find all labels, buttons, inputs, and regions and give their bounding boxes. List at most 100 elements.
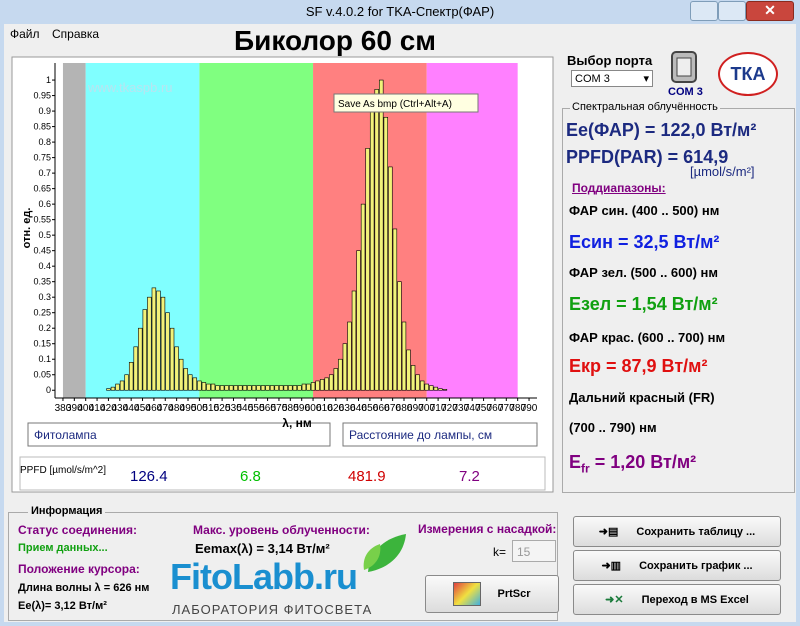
fr-value: Efr = 1,20 Вт/м² (569, 452, 696, 476)
bar (192, 377, 198, 391)
bar (324, 377, 329, 391)
brand-sub: ЛАБОРАТОРИЯ ФИТОСВЕТА (172, 602, 373, 617)
status: Прием данных... (18, 542, 108, 554)
x-tick-label: 450 (134, 403, 151, 414)
bar (106, 388, 111, 391)
bar (365, 148, 370, 391)
port-label: Выбор порта (567, 53, 653, 68)
y-tick-label: 0.8 (38, 137, 51, 147)
port-value: COM 3 (575, 73, 610, 85)
bar (269, 385, 275, 391)
x-tick-label: 530 (225, 403, 242, 414)
bar (238, 385, 243, 391)
spectral-band (313, 63, 427, 398)
bar (310, 382, 316, 391)
x-tick-label: 500 (191, 403, 208, 414)
save-table-button[interactable]: ➜▤ Сохранить таблицу ... (573, 516, 781, 547)
tooltip: Save As bmp (Ctrl+Alt+A) (338, 99, 452, 110)
legend-box (27, 422, 331, 447)
fr-rest: = 1,20 Вт/м² (589, 452, 697, 472)
bar (374, 89, 379, 391)
bar (301, 383, 307, 391)
red-value: Eкр = 87,9 Вт/м² (569, 356, 708, 376)
y-tick-label: 0.55 (33, 215, 51, 225)
bar (429, 385, 434, 391)
bar (351, 290, 357, 391)
x-tick-label: 690 (407, 403, 424, 414)
bar (119, 380, 125, 391)
x-tick-label: 710 (430, 403, 447, 414)
x-tick-label: 390 (66, 403, 83, 414)
x-tick-label: 680 (396, 403, 413, 414)
bar (206, 383, 211, 391)
bar (333, 368, 338, 391)
excel-button[interactable]: ➜✕ Переход в MS Excel (573, 584, 781, 615)
x-tick-label: 760 (487, 403, 504, 414)
spectral-band (62, 63, 86, 398)
ppfd-value: 481.9 (348, 468, 386, 485)
y-tick-label: 0.05 (33, 370, 51, 380)
close-button[interactable]: ✕ (746, 1, 794, 21)
wavelength: Длина волны λ = 626 нм (18, 582, 150, 594)
menu-help[interactable]: Справка (52, 27, 100, 41)
heading: Биколор 60 см (234, 25, 437, 56)
k-input[interactable]: 15 (512, 540, 556, 562)
x-tick-label: 410 (89, 403, 106, 414)
bar (279, 385, 284, 391)
bar (160, 296, 166, 391)
x-tick-label: 700 (418, 403, 435, 414)
bar (260, 385, 266, 391)
y-tick-label: 0.7 (38, 168, 51, 178)
x-tick-label: 420 (100, 403, 117, 414)
ppfd-value: 6.8 (240, 468, 261, 485)
menu-file[interactable]: Файл (10, 27, 40, 41)
bar (401, 321, 407, 391)
status-label: Статус соединения: (18, 523, 137, 537)
maximize-button[interactable] (718, 1, 746, 21)
legend-label: Расстояние до лампы, см (349, 428, 492, 442)
button-label: Переход в MS Excel (641, 593, 749, 606)
save-graph-button[interactable]: ➜▥ Сохранить график ... (573, 550, 781, 581)
bar (174, 346, 179, 391)
info-title: Информация (28, 505, 106, 517)
x-tick-label: 660 (373, 403, 390, 414)
title-bar: SF v.4.0.2 for TKA-Спектр(ФАР) ✕ (0, 0, 800, 24)
fr-e: E (569, 452, 582, 472)
max-value: Eemax(λ) = 3,14 Вт/м² (195, 541, 330, 556)
x-tick-label: 520 (214, 403, 231, 414)
port-select[interactable]: COM 3 ▾ (571, 70, 653, 87)
bar (215, 385, 220, 391)
y-tick-label: 0.85 (33, 122, 51, 132)
bar (133, 346, 138, 391)
x-tick-label: 460 (146, 403, 163, 414)
ppfd-box (19, 456, 546, 491)
x-tick-label: 400 (77, 403, 94, 414)
bar (319, 379, 325, 391)
bar (388, 166, 393, 391)
bar (110, 386, 116, 391)
bar (156, 290, 161, 391)
bar (342, 343, 348, 391)
bar (124, 374, 129, 391)
y-tick-label: 0.65 (33, 184, 51, 194)
x-tick-label: 570 (271, 403, 288, 414)
bar (360, 203, 366, 391)
bar (424, 383, 429, 391)
minimize-button[interactable] (690, 1, 718, 21)
prtscr-button[interactable]: PrtScr (425, 575, 559, 613)
ppfd-label: PPFD [µmol/s/m^2] (20, 465, 107, 476)
bar (292, 385, 298, 391)
x-tick-label: 560 (259, 403, 276, 414)
tooltip-box (333, 93, 479, 113)
ppfd-value: 7.2 (459, 468, 480, 485)
y-tick-label: 0.35 (33, 277, 51, 287)
ee-cursor: Ee(λ)= 3,12 Вт/м² (18, 600, 107, 612)
y-tick-label: 0.4 (38, 261, 51, 271)
fr-range-2: (700 .. 790) нм (569, 420, 657, 435)
x-tick-label: 580 (282, 403, 299, 414)
green-value: Eзел = 1,54 Вт/м² (569, 294, 718, 314)
spectral-band (85, 63, 200, 398)
x-tick-label: 510 (202, 403, 219, 414)
x-tick-label: 430 (111, 403, 128, 414)
k-value: 15 (517, 545, 531, 559)
